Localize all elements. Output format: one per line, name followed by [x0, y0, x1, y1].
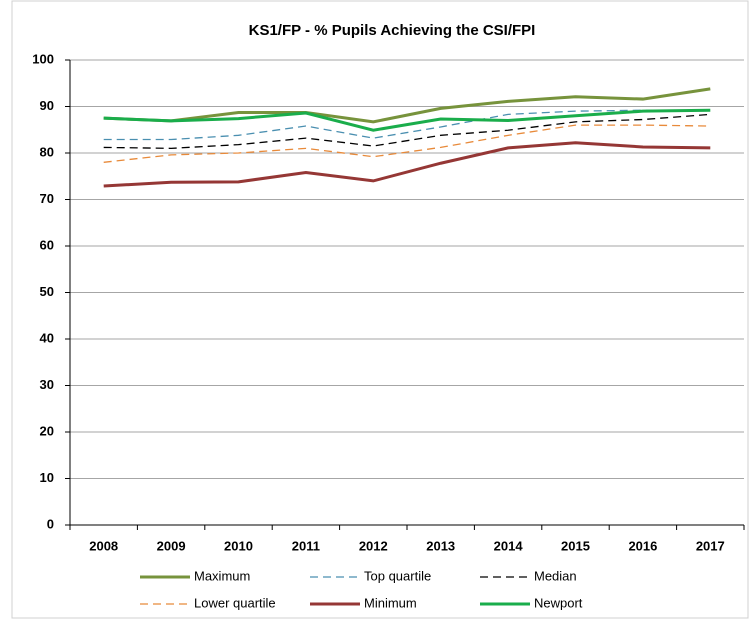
y-tick-label: 70 [40, 191, 54, 206]
chart-frame [11, 0, 749, 619]
y-tick-label: 90 [40, 98, 54, 113]
y-tick-label: 100 [32, 51, 54, 66]
legend-label: Minimum [364, 595, 417, 610]
series-line [103, 124, 711, 163]
legend-label: Maximum [194, 568, 250, 583]
y-tick-label: 60 [40, 237, 54, 252]
x-tick-label: 2017 [696, 538, 725, 553]
x-tick-label: 2015 [561, 538, 590, 553]
y-tick-label: 20 [40, 423, 54, 438]
legend-label: Lower quartile [194, 595, 276, 610]
y-tick-label: 40 [40, 330, 54, 345]
x-tick-label: 2016 [628, 538, 657, 553]
y-tick-label: 0 [47, 516, 54, 531]
chart-title: KS1/FP - % Pupils Achieving the CSI/FPI [249, 22, 536, 39]
x-tick-label: 2014 [494, 538, 524, 553]
y-tick-label: 50 [40, 284, 54, 299]
series-line [103, 87, 711, 124]
x-tick-label: 2009 [157, 538, 186, 553]
y-tick-label: 30 [40, 377, 54, 392]
x-tick-label: 2008 [89, 538, 118, 553]
legend-label: Median [534, 568, 577, 583]
series-line [103, 113, 711, 150]
legend-label: Top quartile [364, 568, 431, 583]
x-tick-label: 2013 [426, 538, 455, 553]
series-line [103, 141, 711, 188]
series-line [103, 108, 711, 132]
x-tick-label: 2010 [224, 538, 253, 553]
legend-label: Newport [534, 595, 583, 610]
series-line [103, 109, 711, 141]
x-tick-label: 2012 [359, 538, 388, 553]
y-tick-label: 80 [40, 144, 54, 159]
x-tick-label: 2011 [292, 538, 320, 553]
y-tick-label: 10 [40, 470, 54, 485]
